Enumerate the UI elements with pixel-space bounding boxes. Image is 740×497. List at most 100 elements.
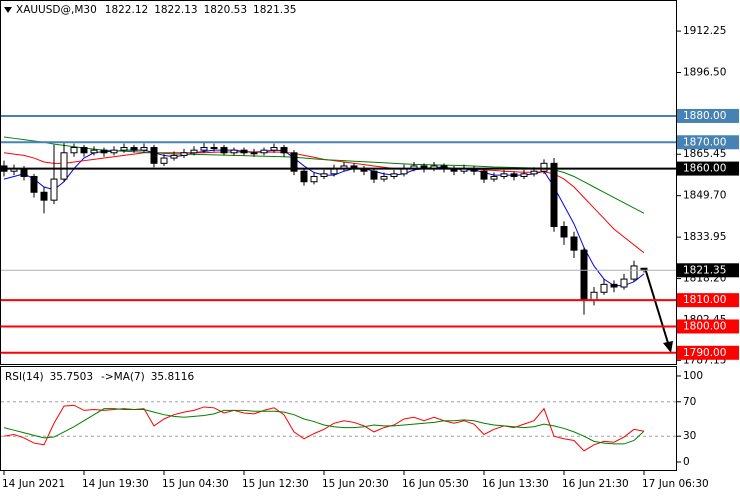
candle-body xyxy=(260,149,268,154)
rsi-value: 35.7503 xyxy=(50,371,93,383)
candle-body xyxy=(100,149,108,154)
x-tick-label: 14 Jun 2021 xyxy=(2,478,65,490)
candle-body xyxy=(60,152,68,180)
chart-title: XAUUSD@,M30 xyxy=(16,4,97,16)
candle-body xyxy=(250,152,258,155)
y-tick-label: 0 xyxy=(683,456,690,468)
candle-body xyxy=(620,278,628,288)
level-label: 1860.00 xyxy=(683,163,726,175)
candle-body xyxy=(490,175,498,180)
candle-body xyxy=(310,175,318,183)
candle-body xyxy=(40,191,48,201)
candle-body xyxy=(500,173,508,177)
candle-body xyxy=(180,152,188,156)
rsi-header: RSI(14) 35.7503 ->MA(7) 35.8116 xyxy=(5,371,194,383)
candle-body xyxy=(270,147,278,151)
candle-body xyxy=(280,147,288,154)
level-label: 1790.00 xyxy=(683,347,726,359)
y-tick-label: 1865.45 xyxy=(683,148,726,160)
indicator-line xyxy=(3,404,645,452)
level-label: 1880.00 xyxy=(683,110,726,122)
current-price-label: 1821.35 xyxy=(683,264,726,276)
chart-header: XAUUSD@,M30 1822.12 1822.13 1820.53 1821.35 xyxy=(16,4,296,16)
candle-body xyxy=(120,147,128,151)
candle-body xyxy=(50,178,58,201)
candle-body xyxy=(590,291,598,301)
candle-body xyxy=(80,147,88,154)
header-close: 1821.35 xyxy=(253,4,296,16)
candle-body xyxy=(320,173,328,177)
level-label-box xyxy=(677,161,739,176)
candle-body xyxy=(510,173,518,177)
candle-body xyxy=(200,147,208,151)
x-tick-label: 15 Jun 12:30 xyxy=(242,478,309,490)
header-high: 1822.13 xyxy=(154,4,197,16)
current-price-box xyxy=(677,263,739,278)
candle-body xyxy=(380,175,388,180)
candle-body xyxy=(90,149,98,154)
candle-body xyxy=(630,265,638,280)
candle-body xyxy=(240,149,248,154)
y-tick-label: 30 xyxy=(683,430,696,442)
candle-body xyxy=(290,152,298,172)
candle-body xyxy=(150,147,158,164)
header-open: 1822.12 xyxy=(105,4,148,16)
candle-body xyxy=(560,225,568,238)
x-tick-label: 15 Jun 20:30 xyxy=(322,478,389,490)
x-tick-label: 16 Jun 21:30 xyxy=(562,478,629,490)
candle-body xyxy=(540,162,548,172)
header-low: 1820.53 xyxy=(204,4,247,16)
candle-body xyxy=(130,147,138,151)
x-tick-label: 16 Jun 05:30 xyxy=(402,478,469,490)
y-tick-label: 1849.70 xyxy=(683,190,726,202)
y-tick-label: 1912.25 xyxy=(683,25,726,37)
candle-body xyxy=(210,147,218,150)
forecast-arrow xyxy=(644,267,669,344)
candle-body xyxy=(610,283,618,288)
main-pane-frame xyxy=(0,0,677,365)
candle-body xyxy=(160,157,168,164)
candle-body xyxy=(570,236,578,251)
candle-body xyxy=(190,149,198,154)
candle-body xyxy=(220,147,228,154)
level-label-box xyxy=(677,108,739,123)
candle-body xyxy=(580,249,588,301)
level-label-box xyxy=(677,345,739,360)
candle-body xyxy=(300,170,308,183)
candle-body xyxy=(520,173,528,177)
level-label-box xyxy=(677,319,739,334)
candle-body xyxy=(170,154,178,159)
candle-body xyxy=(600,283,608,293)
x-tick-label: 14 Jun 19:30 xyxy=(82,478,149,490)
ma-value: 35.8116 xyxy=(151,371,195,383)
y-tick-label: 1833.95 xyxy=(683,231,726,243)
x-tick-label: 15 Jun 04:30 xyxy=(162,478,229,490)
candle-body xyxy=(550,162,558,227)
candle-body xyxy=(480,170,488,180)
candle-body xyxy=(530,170,538,175)
candle-body xyxy=(390,173,398,177)
indicator-line xyxy=(3,408,645,445)
symbol-icon xyxy=(4,7,12,13)
candle-body xyxy=(230,149,238,154)
rsi-title: RSI(14) xyxy=(5,371,44,383)
level-label-box xyxy=(677,135,739,150)
candle-body xyxy=(20,168,28,177)
y-tick-label: 1896.50 xyxy=(683,67,726,79)
level-label-box xyxy=(677,293,739,308)
candle-body xyxy=(370,170,378,180)
forecast-arrowhead xyxy=(663,341,673,353)
y-tick-label: 100 xyxy=(683,370,703,382)
candle-body xyxy=(70,147,78,154)
candle-body xyxy=(140,147,148,151)
x-tick-label: 16 Jun 13:30 xyxy=(482,478,549,490)
level-label: 1810.00 xyxy=(683,294,726,306)
candle-body xyxy=(30,175,38,193)
x-tick-label: 17 Jun 06:30 xyxy=(642,478,709,490)
candle-body xyxy=(110,149,118,154)
rsi-pane-frame xyxy=(0,366,677,471)
ma-title: ->MA(7) xyxy=(101,371,145,383)
